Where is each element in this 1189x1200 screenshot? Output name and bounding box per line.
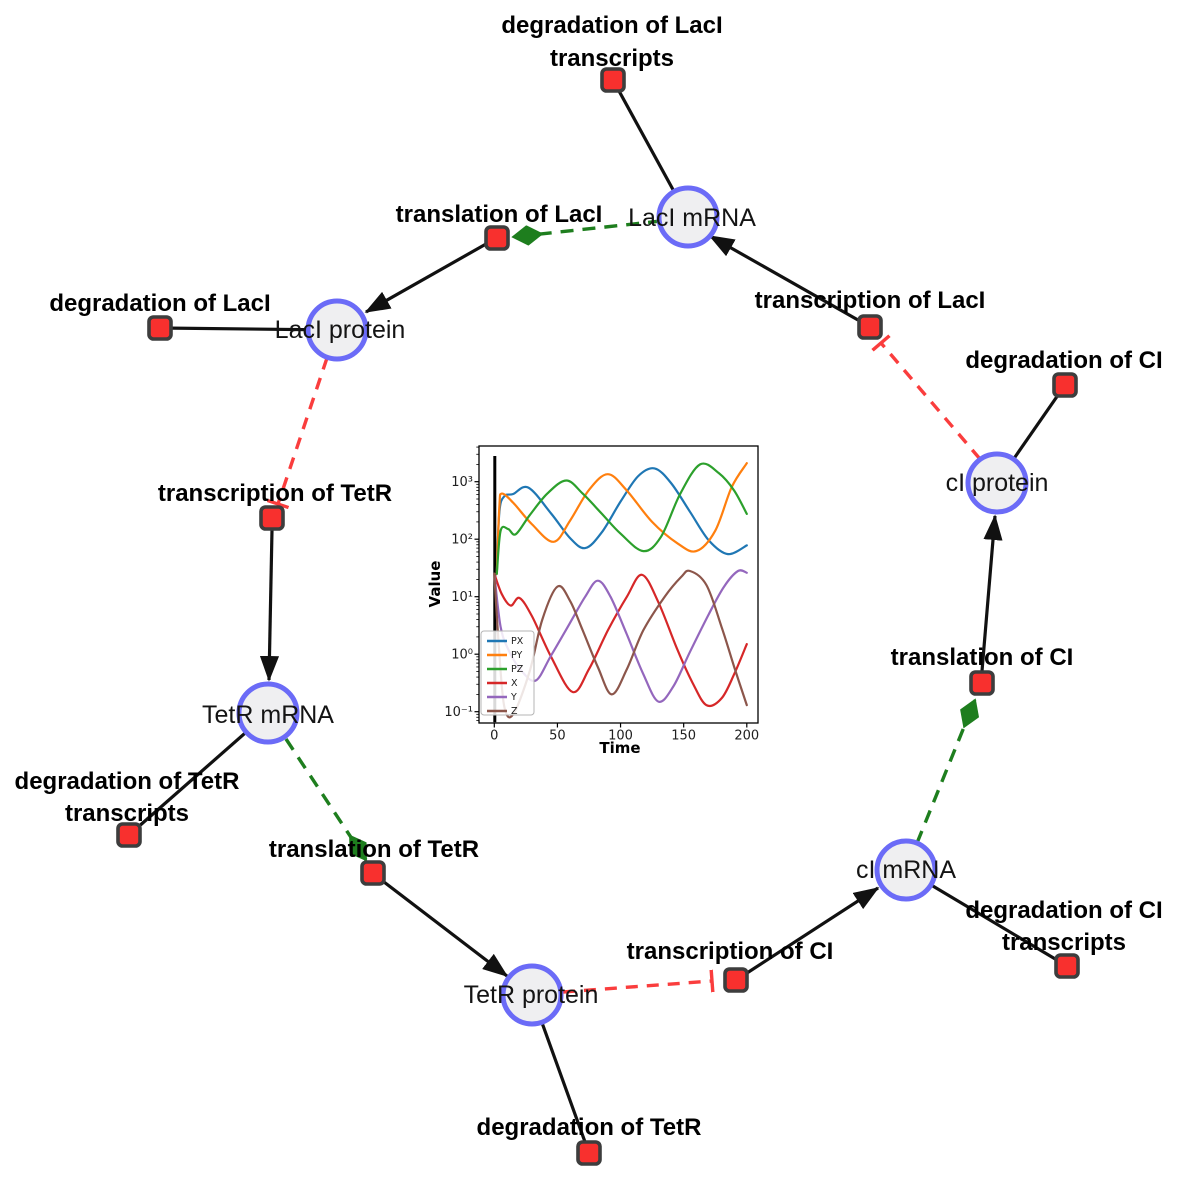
reaction-node-translation-of-ci[interactable] [969,670,995,696]
edge-transcription-ci-to-ci-mrna [746,886,880,975]
species-label-laci-mrna: LacI mRNA [628,204,756,232]
chart-legend: PX PY PZ X Y Z [480,630,535,717]
species-node-tetr-protein[interactable] [500,963,564,1027]
x-tick-label: 50 [549,729,566,744]
species-nodes-layer [236,185,1029,1027]
reaction-label-degradation-tetr-transcripts-1: degradation of TetR [15,768,240,795]
edge-ci-protein-inhibits-transcription-laci [871,334,982,461]
reaction-node-degradation-of-tetr[interactable] [576,1140,602,1166]
edge-translation-tetr-to-tetr-protein [383,880,509,978]
edge-transcription-tetr-to-tetr-mrna [259,529,280,682]
species-label-laci-protein: LacI protein [275,316,406,344]
chart-tick-marks [474,446,748,728]
reaction-node-degradation-of-ci-transcripts[interactable] [1054,953,1080,979]
reaction-label-degradation-ci-transcripts-1: degradation of CI [965,897,1162,924]
species-node-ci-mrna[interactable] [874,838,938,902]
reaction-node-transcription-of-laci[interactable] [857,314,883,340]
reaction-label-transcription-tetr: transcription of TetR [158,480,392,507]
x-tick-label: 0 [490,729,498,744]
species-node-ci-protein[interactable] [965,451,1029,515]
x-tick-label: 200 [734,729,759,744]
reaction-label-degradation-tetr-transcripts-2: transcripts [65,800,189,827]
species-label-tetr-protein: TetR protein [464,981,599,1009]
reaction-label-degradation-tetr: degradation of TetR [477,1114,702,1141]
legend-box [480,630,535,716]
reaction-node-transcription-of-ci[interactable] [723,967,749,993]
edges-layer [127,79,1068,1154]
edge-translation-ci-to-ci-protein [980,514,1003,672]
reaction-label-degradation-laci: degradation of LacI [49,290,270,317]
y-tick-label: 10² [451,533,473,548]
edge-transcription-laci-to-laci-mrna [708,234,859,322]
reaction-node-degradation-of-tetr-transcripts[interactable] [116,822,142,848]
reaction-label-translation-laci: translation of LacI [396,201,603,228]
legend-label-z: Z [511,706,518,717]
y-axis-title: Value [426,561,444,608]
labels-layer: degradation of LacI transcripts translat… [15,12,1163,1141]
reaction-label-translation-tetr: translation of TetR [269,836,479,863]
legend-label-pz: PZ [511,664,524,675]
edge-ci-mrna-modifier-translation [915,698,980,844]
series-line-px [495,467,748,575]
edge-laci-mrna-modifier-translation [511,219,662,246]
reaction-label-translation-ci: translation of CI [891,644,1074,671]
inset-chart: 0 50 100 150 200 10³ 10² 10¹ 10⁰ 10⁻¹ Ti… [426,445,759,757]
reaction-node-degradation-of-laci-transcripts[interactable] [600,67,626,93]
x-tick-label: 150 [671,729,696,744]
reaction-node-degradation-of-laci[interactable] [147,315,173,341]
reaction-node-degradation-of-ci[interactable] [1052,372,1078,398]
legend-label-px: PX [511,636,524,647]
y-tick-label: 10⁰ [451,648,473,663]
legend-label-py: PY [511,650,523,661]
edge-tetr-mrna-modifier-translation [284,738,368,862]
species-label-ci-mrna: cI mRNA [856,856,956,884]
legend-label-x: X [511,678,518,689]
reaction-node-transcription-of-tetr[interactable] [259,505,285,531]
edge-tetr-protein-inhibits-transcription-ci [562,969,715,994]
y-tick-label: 10³ [451,475,473,490]
species-node-laci-mrna[interactable] [656,185,720,249]
reaction-node-translation-of-tetr[interactable] [360,860,386,886]
x-axis-title: Time [599,739,640,757]
species-node-tetr-mrna[interactable] [236,681,300,745]
reaction-label-transcription-laci: transcription of LacI [755,287,986,314]
legend-label-y: Y [510,692,517,703]
reaction-label-degradation-ci-transcripts-2: transcripts [1002,929,1126,956]
chart-x-tick-labels: 0 50 100 150 200 [490,729,759,744]
species-node-laci-protein[interactable] [305,298,369,362]
reaction-label-degradation-laci-transcripts-1: degradation of LacI [501,12,722,39]
series-line-pz [495,462,748,575]
species-label-ci-protein: cI protein [946,469,1049,497]
reaction-label-transcription-ci: transcription of CI [627,938,834,965]
reaction-label-degradation-laci-transcripts-2: transcripts [550,45,674,72]
edge-laci-protein-inhibits-transcription-tetr [266,357,329,510]
y-tick-label: 10⁻¹ [444,705,473,720]
reaction-nodes-layer [116,67,1080,1166]
series-line-py [495,462,748,575]
x-tick-label: 100 [608,729,633,744]
reaction-node-translation-of-laci[interactable] [484,225,510,251]
chart-y-tick-labels: 10³ 10² 10¹ 10⁰ 10⁻¹ [444,475,473,720]
y-tick-label: 10¹ [451,590,473,605]
edge-translation-laci-to-laci-protein [364,242,487,314]
reaction-label-degradation-ci: degradation of CI [965,347,1162,374]
species-label-tetr-mrna: TetR mRNA [202,701,334,729]
